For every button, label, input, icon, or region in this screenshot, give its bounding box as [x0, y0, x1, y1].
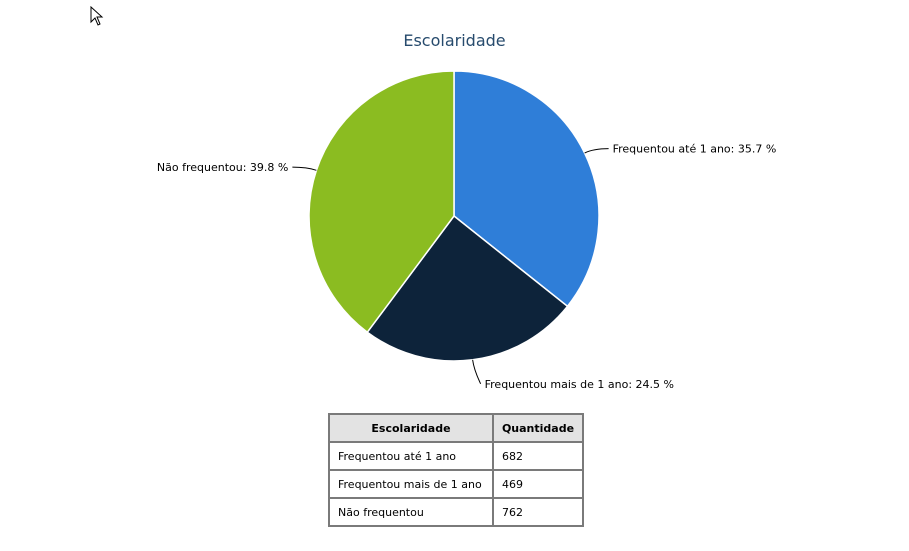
pie-slice-frequentou-mais-de-1-ano	[366, 214, 569, 362]
leader-line-nao-frequentou	[292, 166, 317, 171]
pie-slice-frequentou-ate-1-ano	[453, 70, 600, 308]
leader-line-frequentou-mais-de-1-ano	[472, 359, 482, 385]
leader-line-frequentou-ate-1-ano	[584, 148, 609, 154]
data-label-frequentou-mais-de-1-ano: Frequentou mais de 1 ano: 24.5 %	[485, 378, 674, 391]
pie-chart: Frequentou até 1 ano: 35.7 % Frequentou m…	[157, 70, 777, 391]
data-table: Escolaridade Quantidade Frequentou até 1…	[328, 413, 584, 527]
table-cell-quantity: 682	[492, 441, 584, 471]
table-row: Frequentou até 1 ano 682	[328, 441, 584, 471]
table-cell-quantity: 469	[492, 469, 584, 499]
table-cell-category: Frequentou até 1 ano	[328, 441, 494, 471]
table-row: Não frequentou 762	[328, 497, 584, 527]
table-row: Frequentou mais de 1 ano 469	[328, 469, 584, 499]
chart-title: Escolaridade	[403, 31, 506, 50]
table-header-row: Escolaridade Quantidade	[328, 413, 584, 443]
mouse-cursor-icon	[90, 6, 104, 26]
data-label-frequentou-ate-1-ano: Frequentou até 1 ano: 35.7 %	[613, 143, 777, 156]
table-cell-category: Não frequentou	[328, 497, 494, 527]
table-cell-category: Frequentou mais de 1 ano	[328, 469, 494, 499]
data-label-nao-frequentou: Não frequentou: 39.8 %	[157, 161, 288, 174]
column-header-escolaridade: Escolaridade	[328, 413, 494, 443]
pie-slice-nao-frequentou	[308, 70, 455, 334]
column-header-quantidade: Quantidade	[492, 413, 584, 443]
table-cell-quantity: 762	[492, 497, 584, 527]
